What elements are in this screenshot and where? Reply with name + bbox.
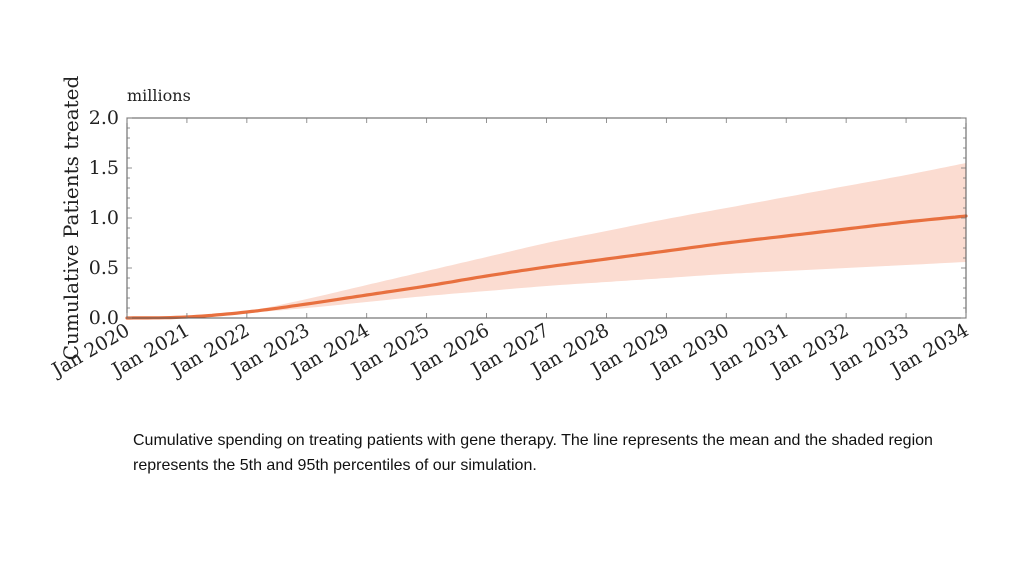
y-tick-label: 0.5 <box>89 257 119 279</box>
y-tick-label: 1.0 <box>89 207 119 229</box>
y-tick-labels: 0.0 0.5 1.0 1.5 2.0 <box>89 107 119 329</box>
figure-caption: Cumulative spending on treating patients… <box>133 432 933 474</box>
y-tick-label: 0.0 <box>89 307 119 329</box>
confidence-band <box>127 163 966 318</box>
axis-ticks <box>126 117 967 319</box>
y-tick-label: 1.5 <box>89 157 119 179</box>
y-tick-label: 2.0 <box>89 107 119 129</box>
mean-line <box>125 214 968 320</box>
y-unit-label: millions <box>127 86 191 105</box>
y-axis-label: Cumulative Patients treated <box>59 76 83 361</box>
chart: Cumulative Patients treated millions 0.0… <box>47 76 973 383</box>
